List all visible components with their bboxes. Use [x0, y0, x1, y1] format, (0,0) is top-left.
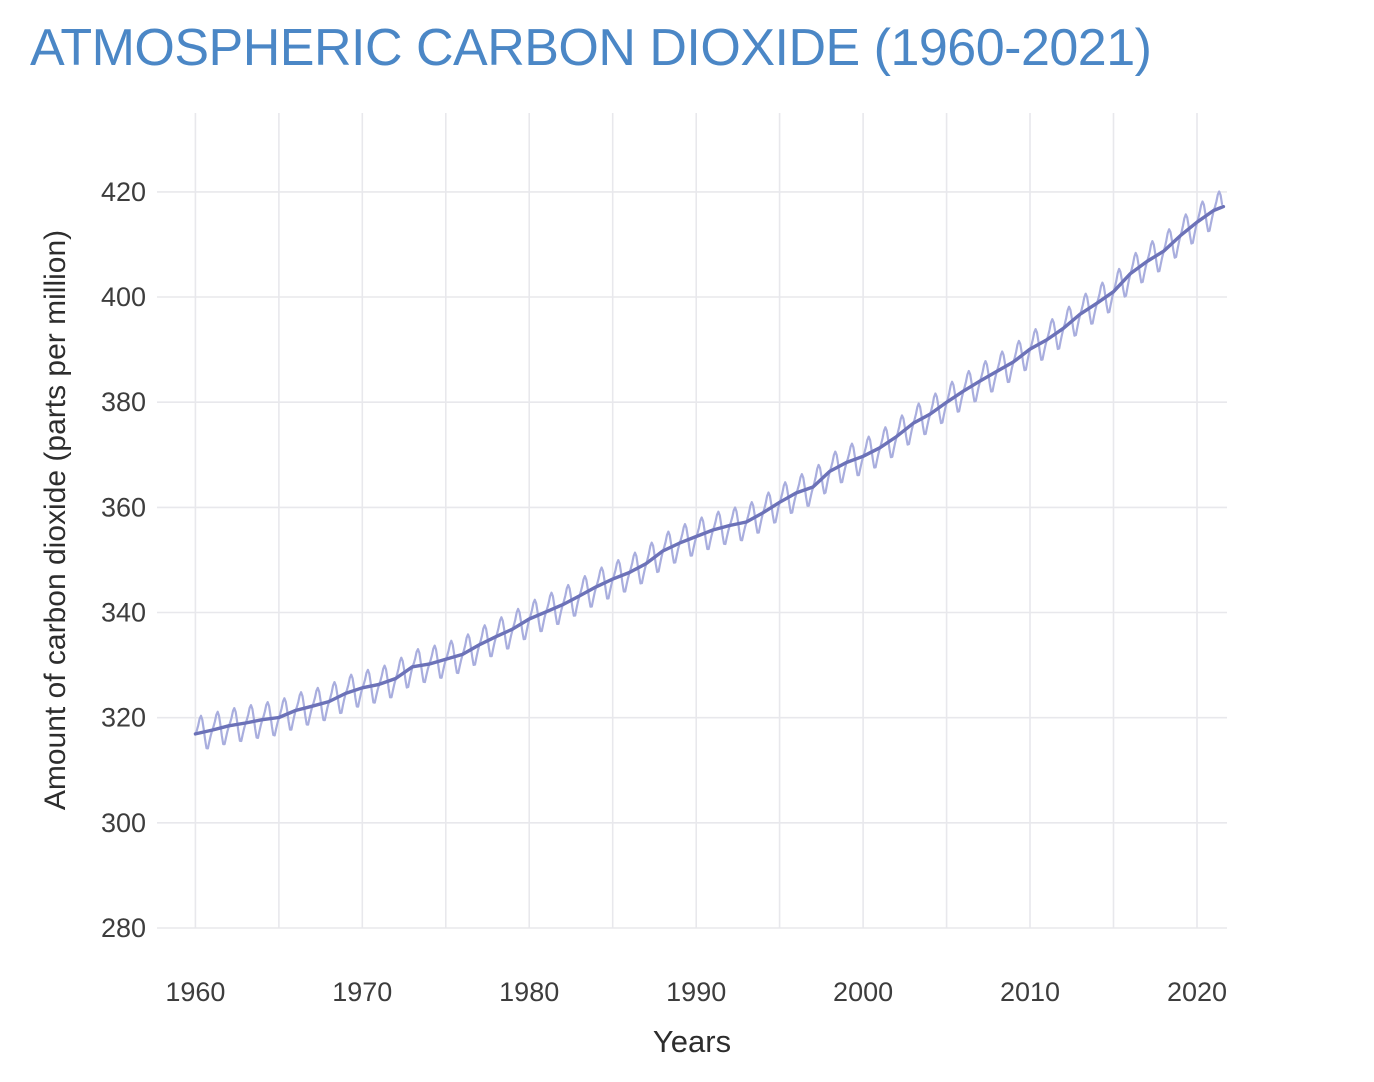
svg-text:1970: 1970	[332, 977, 392, 1007]
svg-text:320: 320	[101, 703, 146, 733]
svg-text:1960: 1960	[165, 977, 225, 1007]
svg-text:1990: 1990	[666, 977, 726, 1007]
svg-text:360: 360	[101, 492, 146, 522]
x-tick-labels: 1960 1970 1980 1990 2000 2010 2020	[165, 977, 1227, 1007]
svg-text:380: 380	[101, 387, 146, 417]
annual-trend-line	[193, 204, 1226, 736]
svg-text:280: 280	[101, 913, 146, 943]
svg-text:420: 420	[101, 177, 146, 207]
monthly-co2-line	[194, 190, 1224, 750]
svg-text:2010: 2010	[1000, 977, 1060, 1007]
chart-title: ATMOSPHERIC CARBON DIOXIDE (1960-2021)	[30, 19, 1152, 77]
svg-text:400: 400	[101, 282, 146, 312]
y-tick-labels: 280 300 320 340 360 380 400 420	[101, 177, 146, 943]
gridlines	[157, 113, 1227, 929]
svg-text:2000: 2000	[833, 977, 893, 1007]
x-axis-title: Years	[652, 1024, 732, 1059]
svg-text:300: 300	[101, 808, 146, 838]
svg-text:340: 340	[101, 598, 146, 628]
svg-text:1980: 1980	[499, 977, 559, 1007]
svg-text:2020: 2020	[1167, 977, 1227, 1007]
